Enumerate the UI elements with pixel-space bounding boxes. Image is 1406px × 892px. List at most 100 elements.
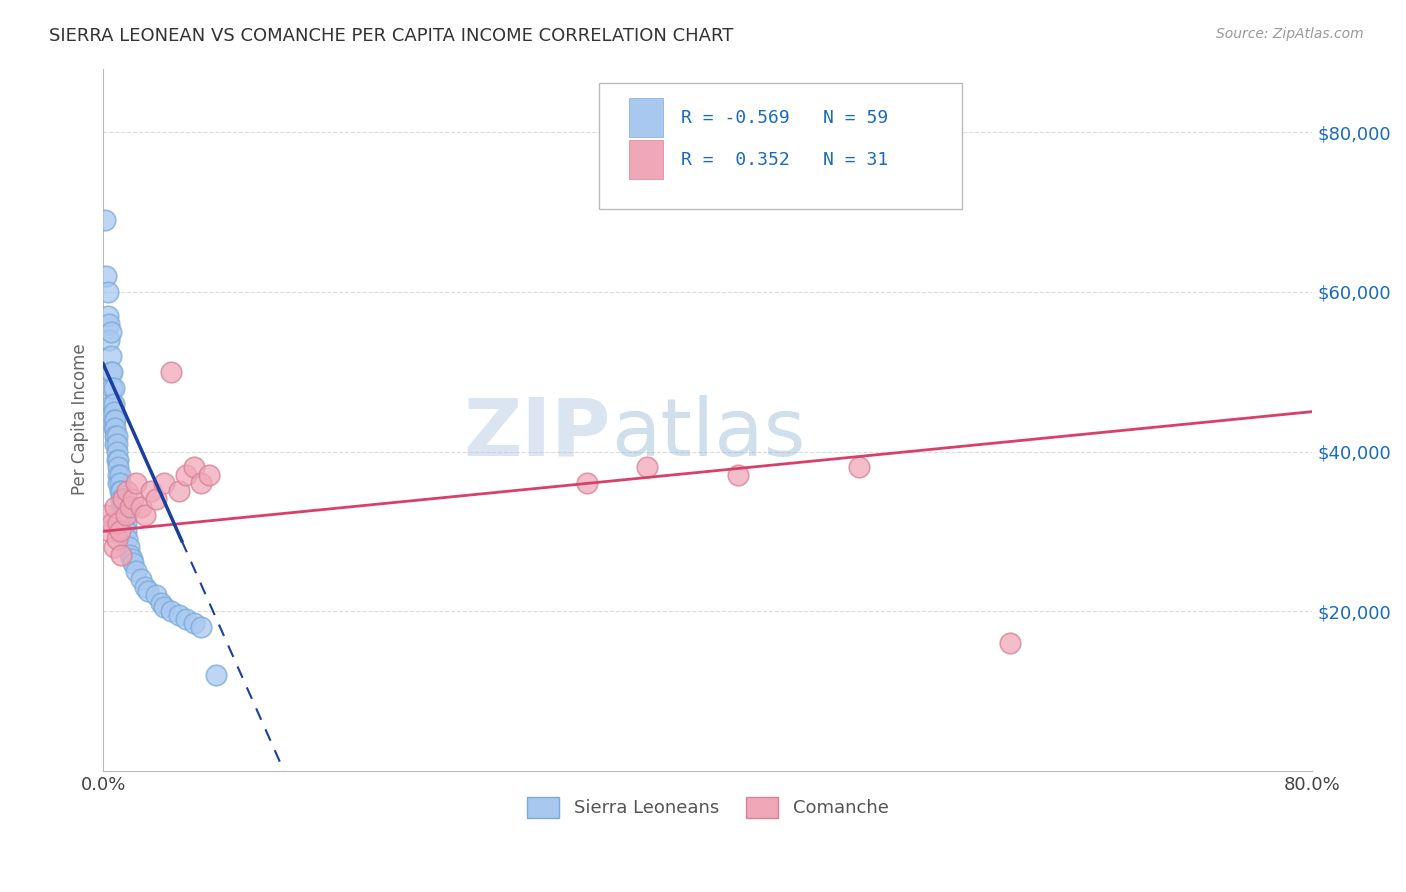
Point bbox=[110, 492, 132, 507]
Point bbox=[145, 588, 167, 602]
Point bbox=[108, 484, 131, 499]
Text: R = -0.569: R = -0.569 bbox=[681, 109, 790, 127]
Point bbox=[129, 572, 152, 586]
Point bbox=[190, 476, 212, 491]
Point bbox=[112, 508, 135, 523]
Text: Source: ZipAtlas.com: Source: ZipAtlas.com bbox=[1216, 27, 1364, 41]
FancyBboxPatch shape bbox=[599, 83, 962, 209]
Point bbox=[108, 468, 131, 483]
Point bbox=[575, 476, 598, 491]
FancyBboxPatch shape bbox=[628, 141, 664, 179]
Point bbox=[122, 556, 145, 570]
Point bbox=[160, 365, 183, 379]
Point bbox=[103, 404, 125, 418]
Point bbox=[110, 484, 132, 499]
Point bbox=[111, 508, 134, 523]
Point bbox=[125, 564, 148, 578]
Point bbox=[105, 533, 128, 547]
Text: N = 59: N = 59 bbox=[823, 109, 887, 127]
Point bbox=[117, 484, 139, 499]
Point bbox=[101, 381, 124, 395]
Point bbox=[727, 468, 749, 483]
Point bbox=[94, 268, 117, 283]
Point bbox=[98, 524, 121, 539]
Point bbox=[105, 452, 128, 467]
Point bbox=[105, 436, 128, 450]
Point bbox=[114, 508, 136, 523]
Point bbox=[98, 317, 121, 331]
Point bbox=[848, 460, 870, 475]
Point bbox=[141, 484, 163, 499]
Point bbox=[104, 428, 127, 442]
Point bbox=[103, 381, 125, 395]
Point bbox=[111, 500, 134, 515]
Point bbox=[107, 516, 129, 531]
Point bbox=[149, 596, 172, 610]
Y-axis label: Per Capita Income: Per Capita Income bbox=[72, 343, 89, 495]
Point bbox=[107, 468, 129, 483]
Point bbox=[174, 612, 197, 626]
Point bbox=[167, 484, 190, 499]
Point bbox=[134, 508, 156, 523]
Point bbox=[107, 460, 129, 475]
Point bbox=[152, 476, 174, 491]
Point bbox=[110, 500, 132, 515]
Point bbox=[120, 548, 142, 562]
Point bbox=[129, 500, 152, 515]
Point bbox=[118, 541, 141, 555]
Point bbox=[183, 616, 205, 631]
Point bbox=[134, 580, 156, 594]
Point bbox=[105, 428, 128, 442]
Point bbox=[114, 524, 136, 539]
Point bbox=[103, 397, 125, 411]
Point bbox=[104, 500, 127, 515]
Point bbox=[111, 492, 134, 507]
Point bbox=[97, 309, 120, 323]
Point bbox=[103, 412, 125, 426]
Point bbox=[121, 552, 143, 566]
Point bbox=[183, 460, 205, 475]
Point bbox=[108, 476, 131, 491]
Point bbox=[104, 436, 127, 450]
Point bbox=[94, 508, 117, 523]
Point bbox=[101, 365, 124, 379]
Text: R =  0.352: R = 0.352 bbox=[681, 151, 790, 169]
Point bbox=[100, 349, 122, 363]
Point bbox=[100, 325, 122, 339]
Point bbox=[117, 533, 139, 547]
Point bbox=[93, 213, 115, 227]
Legend: Sierra Leoneans, Comanche: Sierra Leoneans, Comanche bbox=[519, 789, 896, 825]
Point bbox=[103, 541, 125, 555]
FancyBboxPatch shape bbox=[628, 98, 664, 137]
Point bbox=[104, 420, 127, 434]
Point bbox=[167, 608, 190, 623]
Point bbox=[145, 492, 167, 507]
Text: SIERRA LEONEAN VS COMANCHE PER CAPITA INCOME CORRELATION CHART: SIERRA LEONEAN VS COMANCHE PER CAPITA IN… bbox=[49, 27, 734, 45]
Point bbox=[122, 492, 145, 507]
Point bbox=[103, 420, 125, 434]
Text: atlas: atlas bbox=[612, 394, 806, 473]
Point bbox=[205, 668, 228, 682]
Point bbox=[101, 397, 124, 411]
Text: N = 31: N = 31 bbox=[823, 151, 887, 169]
Point bbox=[110, 548, 132, 562]
Point bbox=[160, 604, 183, 618]
Point bbox=[636, 460, 658, 475]
Point bbox=[107, 476, 129, 491]
Point bbox=[101, 516, 124, 531]
Text: ZIP: ZIP bbox=[464, 394, 612, 473]
Point bbox=[190, 620, 212, 634]
Point bbox=[98, 333, 121, 347]
Point bbox=[998, 636, 1021, 650]
Point bbox=[114, 516, 136, 531]
Point bbox=[198, 468, 221, 483]
Point bbox=[120, 500, 142, 515]
Point bbox=[152, 600, 174, 615]
Point bbox=[97, 285, 120, 299]
Point bbox=[138, 584, 160, 599]
Point bbox=[174, 468, 197, 483]
Point bbox=[108, 524, 131, 539]
Point bbox=[100, 365, 122, 379]
Point bbox=[104, 412, 127, 426]
Point bbox=[107, 452, 129, 467]
